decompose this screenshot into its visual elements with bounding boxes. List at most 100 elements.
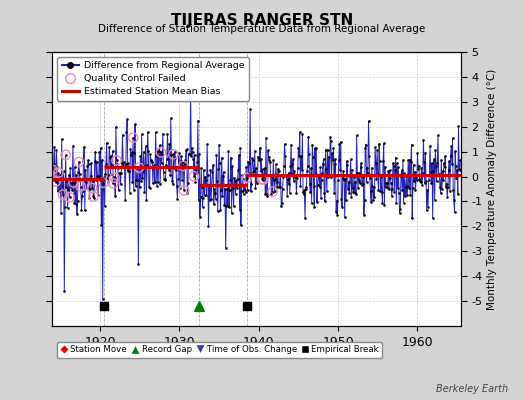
- Point: [228, 163, 236, 169]
- Point: [353, 170, 362, 176]
- Point: [217, 187, 225, 193]
- Point: [344, 186, 352, 192]
- Point: [424, 177, 433, 183]
- Point: [50, 160, 58, 167]
- Point: [443, 194, 451, 200]
- Point: [391, 167, 399, 174]
- Point: [286, 162, 294, 169]
- Point: [159, 130, 167, 137]
- Point: [319, 161, 327, 167]
- Point: [323, 146, 332, 153]
- Point: [115, 170, 123, 176]
- Legend: Difference from Regional Average, Quality Control Failed, Estimated Station Mean: Difference from Regional Average, Qualit…: [57, 57, 249, 101]
- Point: [440, 160, 448, 166]
- Point: [248, 157, 257, 163]
- Point: [74, 159, 83, 165]
- Point: [414, 162, 423, 169]
- Point: [389, 163, 398, 169]
- Point: [104, 171, 113, 178]
- Point: [204, 222, 213, 229]
- Point: [382, 179, 390, 186]
- Point: [333, 198, 341, 204]
- Point: [186, 151, 194, 158]
- Point: [162, 162, 170, 168]
- Point: [446, 188, 454, 194]
- Point: [422, 207, 431, 213]
- Point: [114, 187, 123, 194]
- Point: [401, 193, 409, 199]
- Point: [428, 160, 436, 166]
- Point: [205, 182, 213, 188]
- Point: [452, 163, 460, 170]
- Point: [151, 179, 159, 186]
- Point: [255, 155, 264, 162]
- Point: [303, 168, 311, 174]
- Point: [83, 162, 92, 169]
- Point: [368, 164, 376, 171]
- Point: [429, 215, 437, 222]
- Point: [234, 167, 243, 174]
- Point: [364, 118, 373, 124]
- Point: [93, 159, 101, 165]
- Point: [96, 145, 105, 151]
- Point: [313, 182, 322, 188]
- Point: [178, 177, 186, 184]
- Point: [307, 165, 315, 171]
- Point: [447, 161, 456, 168]
- Point: [372, 176, 380, 182]
- Point: [111, 174, 119, 181]
- Point: [69, 179, 78, 186]
- Point: [316, 195, 325, 202]
- Point: [154, 179, 162, 185]
- Point: [319, 156, 328, 162]
- Point: [245, 170, 253, 176]
- Point: [328, 174, 336, 180]
- Point: [403, 183, 412, 190]
- Point: [233, 185, 241, 191]
- Point: [366, 188, 375, 194]
- Point: [311, 171, 320, 178]
- Point: [387, 193, 396, 199]
- Point: [429, 168, 438, 174]
- Point: [99, 180, 107, 186]
- Point: [51, 178, 60, 185]
- Point: [310, 204, 319, 210]
- Point: [174, 150, 183, 156]
- Point: [425, 172, 433, 178]
- Point: [328, 150, 336, 157]
- Point: [290, 178, 298, 184]
- Point: [437, 156, 445, 163]
- Point: [455, 166, 463, 172]
- Point: [280, 141, 289, 147]
- Point: [218, 193, 226, 199]
- Point: [238, 176, 247, 182]
- Point: [351, 190, 359, 196]
- Point: [208, 169, 216, 175]
- Point: [132, 182, 140, 189]
- Point: [179, 163, 188, 169]
- Point: [356, 164, 365, 170]
- Point: [179, 163, 188, 169]
- Point: [151, 129, 160, 136]
- Point: [381, 164, 389, 170]
- Point: [172, 183, 181, 189]
- Point: [79, 158, 88, 164]
- Point: [196, 193, 205, 200]
- Point: [155, 147, 163, 154]
- Point: [342, 196, 350, 203]
- Point: [65, 172, 73, 178]
- Point: [71, 200, 80, 207]
- Point: [165, 167, 173, 173]
- Point: [409, 161, 418, 168]
- Point: [213, 178, 221, 184]
- Point: [384, 168, 392, 174]
- Point: [133, 165, 141, 172]
- Point: [209, 162, 217, 168]
- Point: [58, 136, 66, 142]
- Point: [305, 151, 313, 158]
- Point: [293, 165, 302, 171]
- Point: [158, 152, 167, 158]
- Point: [363, 179, 371, 185]
- Point: [370, 194, 379, 200]
- Point: [138, 175, 147, 182]
